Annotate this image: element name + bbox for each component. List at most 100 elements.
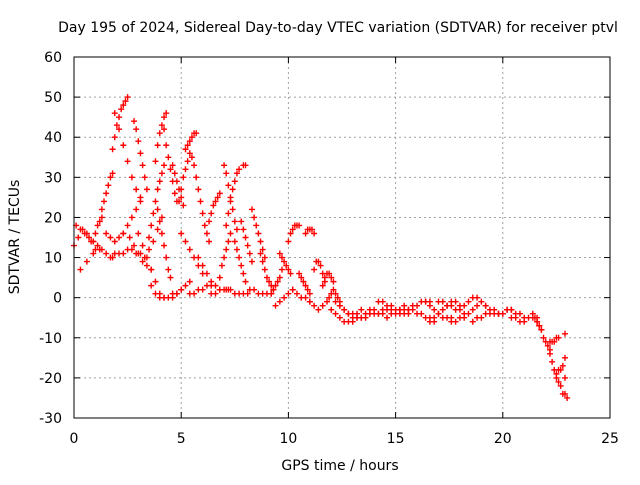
data-point [178, 230, 185, 237]
data-point [107, 174, 114, 181]
series-arc-bv [559, 390, 571, 401]
data-point [182, 146, 189, 153]
data-point [296, 270, 303, 277]
data-point [184, 158, 191, 165]
data-point [323, 298, 330, 305]
data-point [77, 226, 84, 233]
data-point [263, 274, 270, 281]
data-point [199, 286, 206, 293]
data-point [521, 318, 528, 325]
series-arc-p [152, 110, 170, 165]
data-point [266, 278, 273, 285]
data-point [152, 158, 159, 165]
data-point [128, 214, 135, 221]
data-point [167, 166, 174, 173]
data-point [116, 126, 123, 133]
data-point [311, 230, 318, 237]
data-point [90, 238, 97, 245]
data-point [244, 242, 251, 249]
data-point [135, 250, 142, 257]
data-point [544, 342, 551, 349]
data-point [332, 310, 339, 317]
data-point [139, 242, 146, 249]
data-point [238, 262, 245, 269]
data-point [107, 254, 114, 261]
data-point [561, 374, 568, 381]
data-point [561, 354, 568, 361]
data-point [225, 182, 232, 189]
data-point [321, 274, 328, 281]
data-point [161, 242, 168, 249]
data-point [135, 230, 142, 237]
data-point [268, 290, 275, 297]
data-point [311, 302, 318, 309]
data-point [143, 186, 150, 193]
data-point [336, 314, 343, 321]
data-point [131, 242, 138, 249]
data-point [431, 306, 438, 313]
data-point [236, 254, 243, 261]
data-point [251, 214, 258, 221]
data-point [113, 122, 120, 129]
data-point [152, 278, 159, 285]
data-point [94, 222, 101, 229]
y-tick-label: -20 [39, 371, 62, 387]
series-arc-bd [375, 298, 412, 317]
data-point [508, 306, 515, 313]
data-point [478, 298, 485, 305]
data-point [308, 226, 315, 233]
series-arc-z [186, 282, 215, 297]
data-point [240, 226, 247, 233]
data-point [555, 334, 562, 341]
data-point [296, 222, 303, 229]
x-tick-label: 25 [601, 431, 619, 447]
data-point [251, 286, 258, 293]
data-point [120, 102, 127, 109]
data-point [173, 178, 180, 185]
data-point [96, 218, 103, 225]
series-arc-q [154, 206, 174, 281]
data-point [124, 158, 131, 165]
data-point [315, 306, 322, 313]
data-point [272, 302, 279, 309]
data-point [499, 310, 506, 317]
data-point [195, 254, 202, 261]
data-point [319, 302, 326, 309]
data-point [223, 246, 230, 253]
data-point [171, 190, 178, 197]
data-point [128, 246, 135, 253]
data-point [77, 266, 84, 273]
series-arc-br [546, 334, 562, 345]
data-point [126, 234, 133, 241]
data-point [210, 202, 217, 209]
grid-lines [74, 57, 610, 418]
data-point [165, 154, 172, 161]
data-point [165, 266, 172, 273]
data-point [90, 250, 97, 257]
data-point [188, 134, 195, 141]
y-tick-label: 20 [44, 210, 62, 226]
data-point [109, 170, 116, 177]
data-point [461, 314, 468, 321]
data-point [328, 306, 335, 313]
data-point [255, 230, 262, 237]
data-point [171, 170, 178, 177]
data-point [158, 230, 165, 237]
data-point [75, 234, 82, 241]
data-point [379, 310, 386, 317]
series-arc-an [268, 266, 285, 297]
data-point [221, 254, 228, 261]
data-point [120, 230, 127, 237]
data-point [86, 234, 93, 241]
series-arc-bj [448, 302, 481, 325]
data-point [131, 118, 138, 125]
data-point [540, 334, 547, 341]
data-point [315, 258, 322, 265]
series-arc-ab [206, 190, 223, 225]
data-point [516, 310, 523, 317]
data-point [184, 142, 191, 149]
data-point [154, 226, 161, 233]
data-point [561, 390, 568, 397]
data-point [186, 246, 193, 253]
